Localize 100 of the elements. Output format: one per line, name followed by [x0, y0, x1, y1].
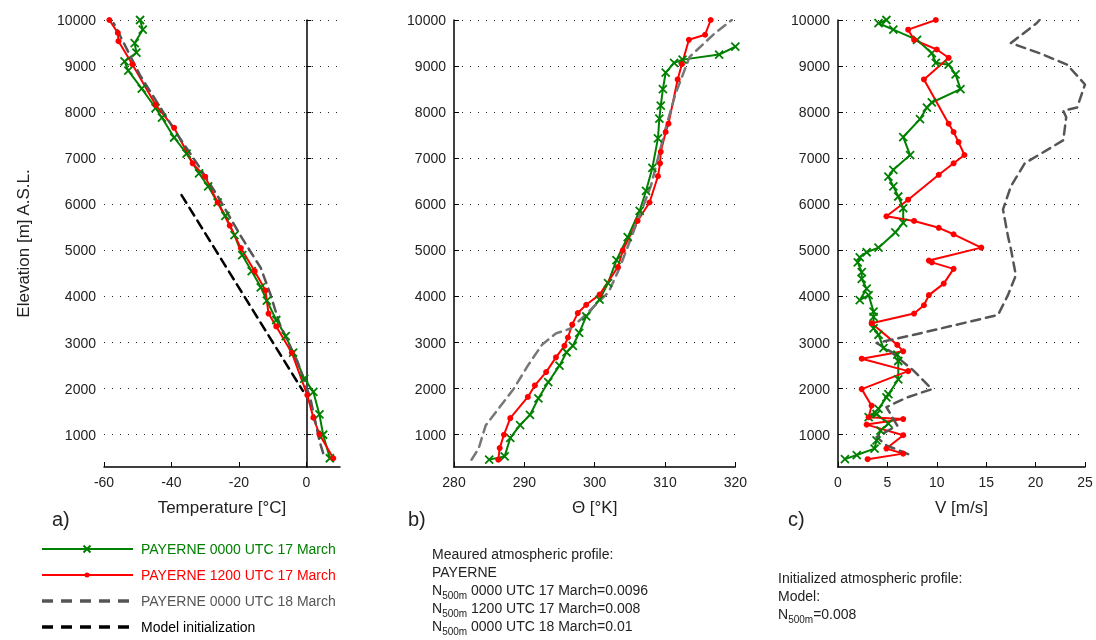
point	[863, 421, 870, 428]
point	[662, 128, 669, 135]
y-tick-label: 9000	[64, 58, 97, 75]
point	[543, 377, 554, 388]
point	[543, 369, 550, 376]
point	[119, 56, 130, 67]
point	[505, 433, 516, 443]
point	[883, 418, 894, 429]
y-tick-label: 1000	[64, 426, 97, 443]
x-tick-label: 280	[442, 474, 466, 490]
y-tick-label: 5000	[414, 242, 447, 259]
point	[524, 393, 531, 400]
point	[507, 415, 514, 422]
point	[714, 49, 725, 60]
point	[308, 386, 319, 397]
point	[978, 244, 985, 251]
point	[911, 217, 918, 224]
point	[950, 69, 961, 80]
point	[950, 265, 957, 272]
x-axis-title: Θ [°K]	[571, 498, 618, 517]
y-tick-label: 4000	[64, 288, 97, 305]
point	[288, 347, 299, 358]
point	[930, 57, 941, 68]
point	[220, 210, 231, 221]
point	[905, 26, 912, 33]
point	[611, 255, 622, 265]
legend-label: PAYERNE 0000 UTC 18 March	[141, 593, 336, 609]
point	[873, 18, 884, 29]
y-tick-label: 9000	[798, 58, 831, 75]
point	[181, 148, 192, 159]
point	[943, 59, 954, 70]
point	[574, 310, 581, 317]
point	[873, 242, 884, 253]
point	[531, 382, 538, 389]
x-axis-title: Temperature [°C]	[157, 498, 287, 517]
point	[911, 310, 918, 317]
point	[152, 101, 159, 108]
y-tick-label: 2000	[64, 380, 97, 397]
point	[854, 295, 865, 306]
point	[898, 203, 909, 213]
x-tick-label: -40	[161, 474, 182, 490]
point	[878, 343, 889, 354]
point	[905, 196, 912, 203]
point	[647, 163, 658, 173]
point	[868, 320, 875, 327]
x-tick-label: 10	[929, 474, 945, 490]
point	[955, 84, 966, 95]
point	[552, 354, 559, 361]
y-tick-label: 6000	[414, 196, 447, 213]
x-tick-label: 0	[302, 474, 311, 490]
point	[316, 431, 323, 438]
point	[888, 24, 899, 35]
point	[926, 97, 937, 108]
point	[950, 231, 957, 238]
point	[657, 148, 664, 155]
y-tick-label: 5000	[64, 242, 97, 259]
y-tick-label: 5000	[798, 242, 831, 259]
point	[920, 76, 927, 83]
point	[157, 112, 167, 123]
x-tick-label: 25	[1077, 474, 1093, 490]
text: PAYERNE 0000 UTC 17 March	[141, 541, 336, 557]
point	[864, 456, 871, 463]
point	[318, 429, 329, 440]
point	[581, 311, 592, 322]
point	[945, 120, 952, 127]
point	[646, 199, 653, 206]
y-tick-label: 1000	[414, 426, 447, 443]
point	[304, 392, 311, 399]
point	[255, 282, 266, 293]
point	[596, 291, 603, 298]
text: a)	[52, 508, 70, 531]
point	[237, 245, 244, 252]
y-tick-label: 3000	[64, 334, 97, 351]
point	[685, 36, 692, 43]
point	[654, 113, 665, 124]
y-tick-label: 10000	[791, 12, 831, 28]
point	[533, 393, 544, 404]
y-tick-label: 3000	[798, 334, 831, 351]
point	[654, 173, 661, 180]
point	[114, 29, 121, 36]
point	[883, 445, 890, 452]
y-tick-label: 8000	[64, 104, 97, 121]
line-series	[875, 18, 1087, 456]
point	[933, 46, 940, 53]
point	[932, 17, 939, 23]
point	[246, 266, 257, 277]
point	[203, 181, 214, 192]
text: N$_{500m}$=0.008	[778, 606, 857, 625]
point	[868, 402, 875, 409]
point	[574, 328, 585, 338]
y-tick-label: 10000	[57, 12, 97, 28]
point	[707, 17, 714, 23]
point	[961, 152, 968, 159]
point	[495, 456, 502, 463]
y-tick-label: 7000	[64, 150, 97, 167]
text: Initialized atmospheric profile:	[778, 570, 963, 586]
point	[883, 213, 890, 220]
point	[324, 453, 335, 464]
y-tick-label: 2000	[798, 380, 831, 397]
point	[614, 264, 621, 270]
